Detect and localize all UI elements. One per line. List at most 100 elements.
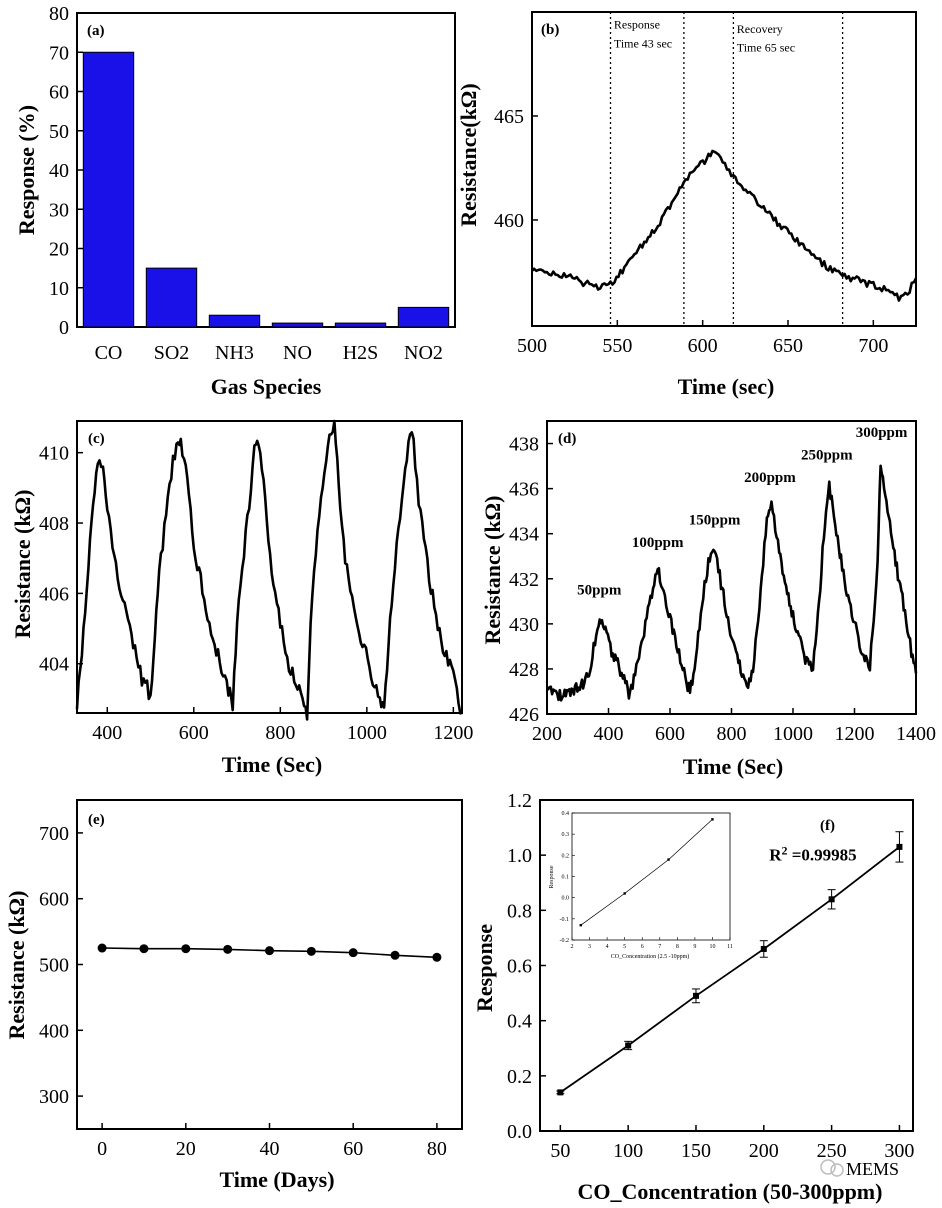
inset-y-tick-label: 0.1 (562, 875, 570, 881)
x-tick-label: NH3 (215, 342, 254, 364)
y-tick-label: 60 (49, 82, 69, 104)
x-tick-label: 550 (602, 335, 632, 357)
y-tick-label: 1.0 (507, 845, 532, 867)
concentration-label: 100ppm (632, 535, 684, 551)
inset-x-tick-label: 4 (606, 944, 609, 950)
y-axis-label: Resistance (kΩ) (480, 496, 505, 645)
panel-label: (d) (558, 431, 576, 447)
concentration-label: 300ppm (856, 425, 908, 441)
x-tick-label: 800 (717, 723, 747, 745)
plot-frame (76, 799, 463, 1130)
x-tick-label: 0 (97, 1138, 107, 1160)
x-tick-label: 1000 (773, 723, 813, 745)
x-axis-label: Time (sec) (678, 374, 775, 399)
y-tick-label: 700 (39, 823, 69, 845)
plot-frame (531, 11, 917, 327)
r-squared-label: R2 =0.99985 (769, 844, 856, 865)
y-axis-label: Resistance (kΩ) (10, 490, 35, 639)
bar (82, 51, 135, 328)
panel-label: (b) (541, 22, 559, 38)
y-tick-label: 438 (509, 434, 539, 456)
x-tick-label: NO2 (404, 342, 443, 364)
x-axis-label: Time (Days) (219, 1167, 334, 1192)
x-tick-label: 200 (749, 1140, 779, 1162)
x-tick-label: 200 (532, 723, 562, 745)
inset-x-tick-label: 9 (693, 944, 696, 950)
y-tick-label: 30 (49, 199, 69, 221)
y-tick-label: 434 (509, 524, 539, 546)
y-tick-label: 426 (509, 704, 539, 726)
data-point (265, 946, 274, 956)
panel-label: (c) (88, 431, 105, 447)
x-tick-label: 1000 (347, 722, 387, 744)
x-tick-label: NO (283, 342, 312, 364)
y-tick-label: 400 (39, 1020, 69, 1042)
panel-f: 0.0 0.2 0.4 0.6 0.8 1.0 1.2 50 100 150 200 250 300 (… (472, 790, 914, 1204)
concentration-label: 200ppm (744, 470, 796, 486)
y-tick-label: 0.0 (507, 1121, 532, 1143)
y-tick-label: 408 (39, 513, 69, 535)
x-axis-label: Gas Species (211, 374, 322, 399)
data-point (306, 946, 316, 956)
y-tick-label: 406 (39, 583, 69, 605)
panel-label: (a) (87, 23, 105, 39)
x-tick-label: 40 (260, 1138, 280, 1160)
inset-y-tick-label: 0.2 (562, 853, 570, 859)
x-tick-label: 650 (773, 335, 803, 357)
x-tick-label: H2S (343, 342, 379, 364)
inset-x-tick-label: 6 (641, 944, 644, 950)
annotation: Recovery (737, 22, 783, 36)
plot-frame (76, 420, 463, 714)
annotation: Response (614, 18, 660, 32)
bar (334, 322, 387, 328)
data-point (181, 944, 191, 954)
y-axis-label: Resistance (kΩ) (4, 891, 29, 1040)
data-point (557, 1089, 564, 1096)
x-tick-label: 1200 (835, 723, 875, 745)
concentration-label: 50ppm (577, 583, 622, 599)
r-value: =0.99985 (787, 846, 856, 865)
y-tick-label: 0.4 (507, 1011, 532, 1033)
data-point (223, 944, 233, 954)
inset-data-point (579, 923, 582, 927)
r-superscript: 2 (781, 844, 787, 858)
x-tick-label: 150 (681, 1140, 711, 1162)
y-axis-label: Response (472, 924, 497, 1012)
x-tick-label: 1200 (433, 722, 473, 744)
inset-x-tick-label: 7 (658, 944, 661, 950)
panel-b: 460 465 500 550 600 650 700 Response Time 43 sec… (456, 11, 918, 399)
inset-y-axis-label: Response (549, 865, 555, 888)
x-tick-label: 300 (884, 1140, 914, 1162)
y-axis-label: Resistance(kΩ) (456, 83, 481, 226)
annotation: Time 43 sec (614, 36, 672, 50)
x-tick-label: 60 (343, 1138, 363, 1160)
y-tick-label: 600 (39, 889, 69, 911)
x-tick-label: 400 (594, 723, 624, 745)
x-tick-label: SO2 (154, 342, 190, 364)
y-tick-label: 428 (509, 659, 539, 681)
x-tick-label: 1400 (896, 723, 936, 745)
y-tick-label: 500 (39, 955, 69, 977)
inset-frame (571, 812, 731, 941)
r-label: R (769, 846, 782, 865)
y-tick-label: 436 (509, 479, 539, 501)
x-tick-label: 50 (550, 1140, 570, 1162)
data-point (432, 952, 442, 962)
y-tick-label: 0.2 (507, 1066, 532, 1088)
x-tick-label: 600 (688, 335, 718, 357)
inset-x-tick-label: 2 (571, 944, 574, 950)
annotation: Time 65 sec (737, 41, 795, 55)
x-tick-label: CO (95, 342, 123, 364)
y-tick-label: 410 (39, 443, 69, 465)
x-tick-label: 600 (179, 722, 209, 744)
y-tick-label: 0.8 (507, 900, 532, 922)
x-tick-label: 700 (858, 335, 888, 357)
series-line (559, 846, 900, 1094)
y-tick-label: 1.2 (507, 790, 532, 812)
data-point (692, 992, 699, 999)
x-tick-label: 600 (655, 723, 685, 745)
y-tick-label: 10 (49, 278, 69, 300)
data-point (139, 944, 149, 954)
inset-data-point (623, 892, 626, 895)
panel-a: 0 10 20 30 40 50 60 70 80 CO SO2 NH3 NO H2S NO2 (a) Ga… (14, 3, 456, 399)
